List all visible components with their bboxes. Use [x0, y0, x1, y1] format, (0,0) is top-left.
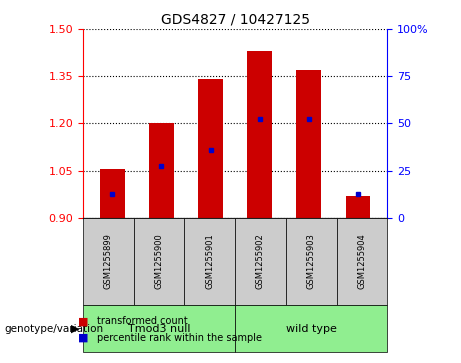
Text: genotype/variation: genotype/variation	[5, 323, 104, 334]
Text: GSM1255902: GSM1255902	[256, 233, 265, 289]
Text: ■: ■	[78, 333, 88, 343]
Bar	[198, 79, 223, 218]
Text: wild type: wild type	[286, 323, 337, 334]
Text: GSM1255900: GSM1255900	[154, 233, 164, 289]
Text: transformed count: transformed count	[97, 316, 188, 326]
Text: GSM1255903: GSM1255903	[307, 233, 316, 289]
Text: ▶: ▶	[71, 323, 80, 334]
Text: GSM1255904: GSM1255904	[357, 233, 366, 289]
Text: percentile rank within the sample: percentile rank within the sample	[97, 333, 262, 343]
Text: Tmod3 null: Tmod3 null	[128, 323, 190, 334]
Title: GDS4827 / 10427125: GDS4827 / 10427125	[160, 12, 310, 26]
Text: GSM1255901: GSM1255901	[205, 233, 214, 289]
Bar	[149, 123, 174, 218]
Bar	[100, 169, 124, 218]
Bar	[346, 196, 370, 218]
Bar	[248, 51, 272, 218]
Text: GSM1255899: GSM1255899	[104, 233, 113, 289]
Text: ■: ■	[78, 316, 88, 326]
Bar	[296, 70, 321, 218]
